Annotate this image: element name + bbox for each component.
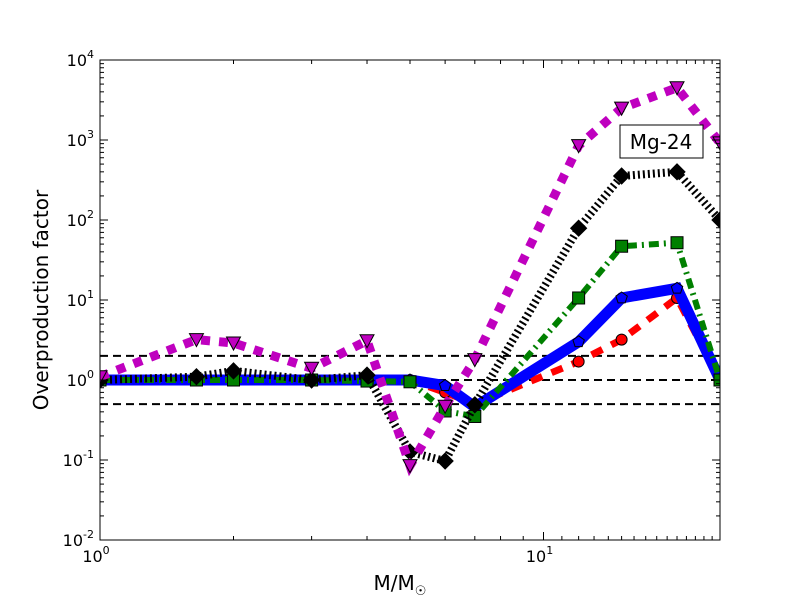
y-tick-label: 102 bbox=[67, 208, 94, 230]
data-point-black bbox=[436, 452, 454, 470]
data-point-black bbox=[668, 163, 686, 181]
y-tick-label: 104 bbox=[67, 48, 94, 70]
y-tick-label: 100 bbox=[67, 368, 94, 390]
data-point-red bbox=[615, 333, 628, 346]
data-point-magenta bbox=[570, 139, 587, 154]
data-point-green bbox=[572, 291, 586, 305]
data-point-blue bbox=[438, 379, 452, 392]
y-axis-label: Overproduction factor bbox=[29, 189, 53, 410]
data-point-magenta bbox=[402, 459, 418, 474]
x-axis-label: M/M☉ bbox=[374, 571, 427, 599]
data-point-black bbox=[187, 367, 206, 386]
data-point-green bbox=[615, 239, 629, 253]
data-point-black bbox=[612, 167, 631, 185]
series-black bbox=[100, 163, 720, 470]
data-point-black bbox=[224, 362, 243, 380]
y-tick-label: 10-2 bbox=[63, 528, 94, 550]
data-point-black bbox=[302, 371, 321, 389]
x-tick-label: 100 bbox=[82, 544, 109, 566]
series-line-red bbox=[100, 292, 720, 408]
annotation-box: Mg-24 bbox=[619, 124, 704, 159]
data-point-blue bbox=[572, 335, 585, 348]
data-point-magenta bbox=[188, 333, 205, 348]
series-red bbox=[100, 291, 720, 411]
data-point-green bbox=[670, 236, 684, 250]
series-line-blue bbox=[100, 282, 720, 414]
data-point-black bbox=[466, 396, 484, 414]
data-point-magenta bbox=[359, 334, 375, 349]
series-line-black bbox=[100, 167, 720, 466]
data-point-magenta bbox=[466, 353, 483, 368]
series-line-green bbox=[100, 239, 720, 420]
series-line-magenta bbox=[100, 82, 720, 477]
data-point-red bbox=[572, 355, 585, 368]
data-point-green bbox=[403, 375, 417, 389]
data-point-magenta bbox=[613, 101, 630, 117]
data-point-magenta bbox=[437, 399, 453, 415]
annotation-label: Mg-24 bbox=[630, 130, 693, 154]
data-point-magenta bbox=[669, 81, 685, 96]
data-point-blue bbox=[615, 291, 628, 304]
y-tick-label: 10-1 bbox=[63, 448, 94, 470]
data-point-blue bbox=[670, 281, 684, 294]
data-point-black bbox=[569, 219, 588, 237]
data-point-magenta bbox=[225, 336, 242, 352]
x-tick-label: 101 bbox=[526, 544, 553, 566]
data-point-magenta bbox=[303, 361, 320, 377]
data-point-black bbox=[358, 366, 376, 384]
y-tick-label: 103 bbox=[67, 128, 94, 150]
y-tick-label: 101 bbox=[67, 288, 94, 310]
